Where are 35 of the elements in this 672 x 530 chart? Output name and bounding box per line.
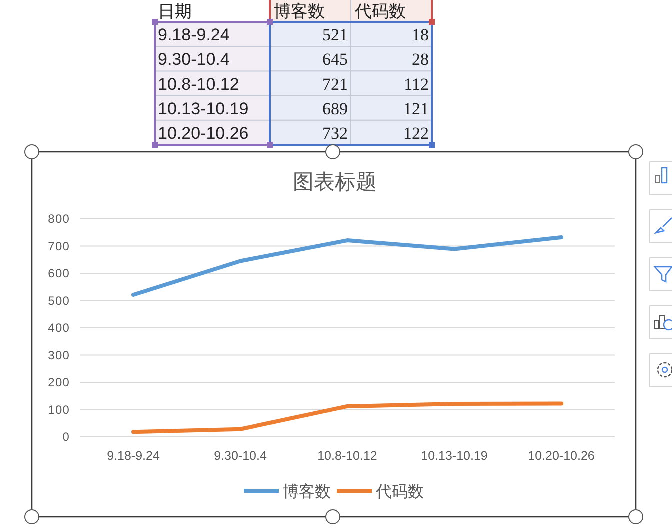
cell-label: 732: [322, 124, 348, 143]
cell-label: 521: [322, 26, 348, 45]
cell-label: 122: [404, 124, 429, 143]
column-label: 代码数: [355, 2, 406, 21]
y-tick-label: 800: [48, 212, 70, 226]
chart-title: 图表标题: [293, 171, 377, 194]
row-label: 9.30-10.4: [158, 50, 230, 70]
x-tick-label: 10.8-10.12: [318, 449, 378, 463]
x-tick-label: 10.13-10.19: [421, 449, 488, 463]
y-tick-label: 200: [48, 376, 70, 390]
cell-label: 645: [322, 50, 348, 70]
row-label: 9.18-9.24: [158, 26, 230, 45]
legend-label: 博客数: [283, 484, 331, 501]
y-tick-label: 0: [62, 430, 70, 444]
y-tick-label: 300: [48, 348, 70, 362]
row-label: 10.20-10.26: [158, 124, 249, 143]
cell-label: 121: [404, 99, 429, 118]
cell-label: 721: [322, 74, 348, 94]
cell-label: 28: [412, 50, 429, 70]
row-label: 10.13-10.19: [158, 99, 249, 118]
row-label: 10.8-10.12: [158, 74, 240, 94]
legend-label: 代码数: [376, 484, 424, 501]
y-tick-label: 700: [48, 239, 70, 254]
y-tick-label: 400: [48, 321, 70, 335]
y-tick-label: 100: [48, 402, 70, 417]
x-tick-label: 10.20-10.26: [528, 449, 595, 463]
x-tick-label: 9.30-10.4: [214, 449, 267, 463]
cell-label: 689: [322, 99, 348, 118]
cell-label: 112: [404, 74, 429, 94]
column-label: 博客数: [274, 2, 325, 21]
y-tick-label: 500: [48, 294, 70, 308]
cell-label: 18: [412, 26, 429, 45]
y-tick-label: 600: [48, 266, 70, 280]
x-tick-label: 9.18-9.24: [107, 449, 160, 463]
row-header: 日期: [158, 2, 192, 21]
